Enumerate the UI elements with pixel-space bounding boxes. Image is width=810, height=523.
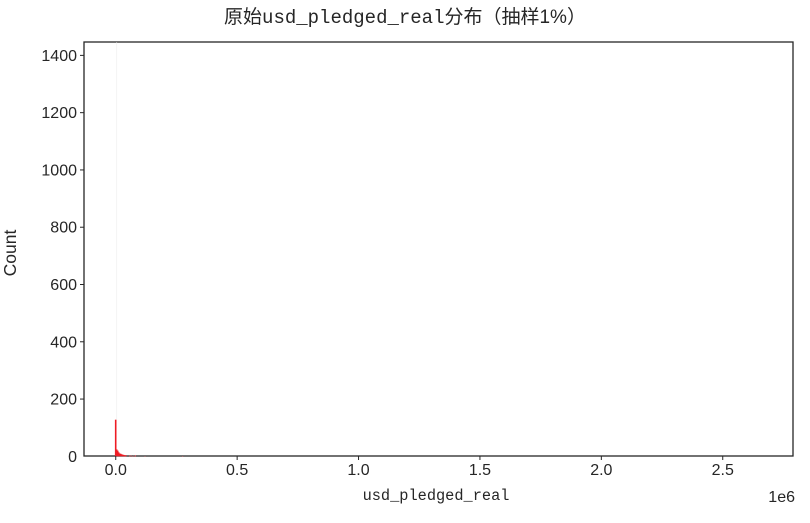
svg-text:1.0: 1.0 bbox=[347, 462, 369, 479]
svg-text:0.5: 0.5 bbox=[226, 462, 248, 479]
svg-text:200: 200 bbox=[50, 392, 77, 409]
svg-text:1200: 1200 bbox=[41, 105, 77, 122]
svg-text:2.5: 2.5 bbox=[712, 462, 734, 479]
svg-text:1400: 1400 bbox=[41, 48, 77, 65]
svg-text:0: 0 bbox=[68, 449, 77, 466]
svg-text:0.0: 0.0 bbox=[105, 462, 127, 479]
svg-text:1000: 1000 bbox=[41, 162, 77, 179]
svg-text:400: 400 bbox=[50, 334, 77, 351]
svg-text:800: 800 bbox=[50, 220, 77, 237]
svg-text:原始usd_pledged_real分布（抽样1%）: 原始usd_pledged_real分布（抽样1%） bbox=[224, 6, 586, 29]
svg-text:usd_pledged_real: usd_pledged_real bbox=[363, 487, 510, 505]
svg-text:2.0: 2.0 bbox=[590, 462, 612, 479]
svg-text:1.5: 1.5 bbox=[469, 462, 491, 479]
svg-text:600: 600 bbox=[50, 277, 77, 294]
svg-text:1e6: 1e6 bbox=[768, 489, 795, 506]
svg-text:Count: Count bbox=[0, 230, 20, 277]
